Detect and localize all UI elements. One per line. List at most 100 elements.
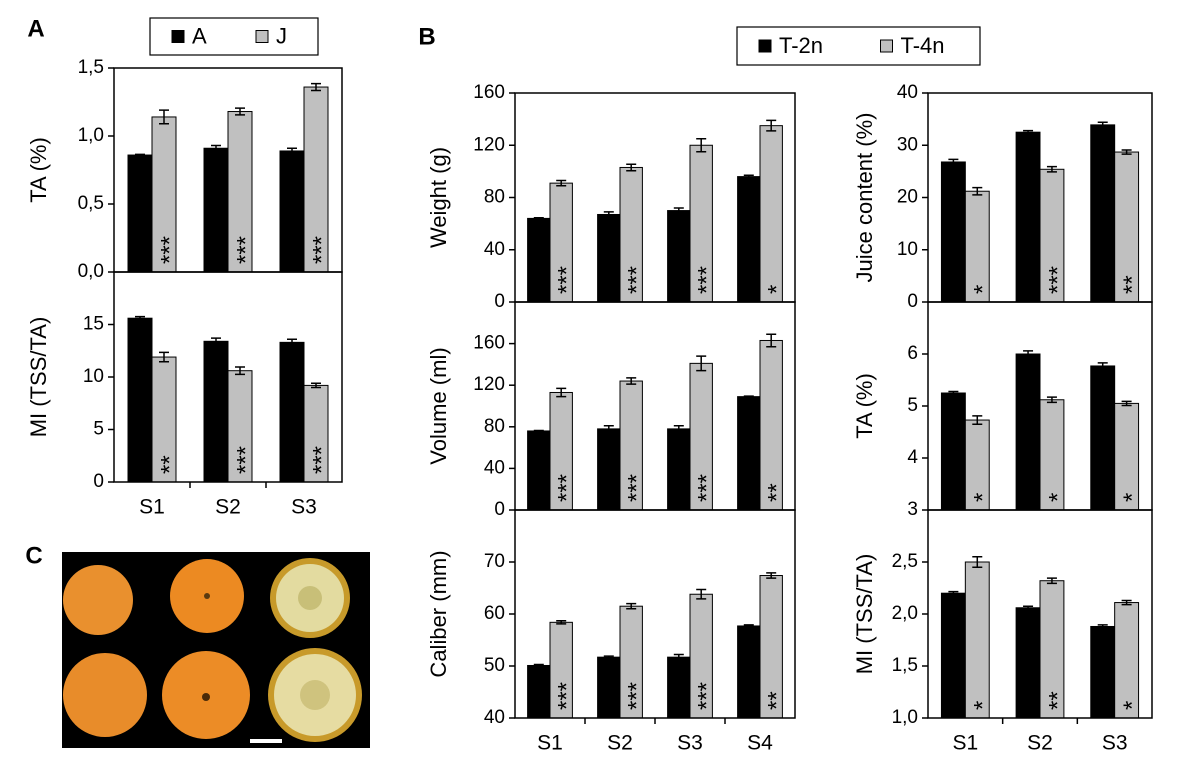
y-tick-label: 120	[473, 134, 505, 155]
x-tick-label: S1	[952, 732, 978, 755]
bar: A	[203, 147, 229, 273]
significance: ***	[624, 474, 651, 502]
significance: **	[764, 691, 791, 710]
error-bar	[211, 337, 221, 346]
bar: J	[151, 116, 177, 273]
error-bar	[766, 333, 777, 348]
bar: T-2n	[667, 210, 691, 303]
legend-label: T-2n	[779, 33, 823, 58]
legend-label: J	[276, 23, 287, 48]
error-bar	[972, 415, 983, 425]
y-tick-label: 4	[907, 447, 918, 468]
legend-swatch	[880, 39, 893, 53]
y-axis-title: TA (%)	[852, 373, 877, 439]
error-bar	[626, 377, 637, 385]
y-tick-label: 2,0	[892, 603, 918, 624]
significance: ***	[308, 236, 335, 264]
bar: A	[279, 150, 305, 273]
error-bar	[696, 588, 707, 600]
bar: T-2n	[597, 656, 621, 719]
legend-swatch	[255, 30, 269, 43]
error-bar	[1046, 396, 1057, 404]
bar: T-2n	[527, 217, 551, 303]
significance: *	[970, 493, 997, 502]
error-bar	[673, 653, 684, 661]
y-tick-label: 160	[473, 82, 505, 103]
bar: J	[303, 86, 329, 273]
y-tick-label: 1,5	[78, 57, 104, 78]
significance: ***	[554, 266, 581, 294]
significance: ***	[156, 236, 183, 264]
error-bar	[1046, 165, 1057, 173]
error-bar	[603, 211, 614, 218]
error-bar	[1023, 350, 1034, 358]
error-bar	[556, 620, 567, 625]
error-bar	[1046, 577, 1057, 585]
error-bar	[673, 425, 684, 433]
error-bar	[1121, 599, 1132, 606]
significance: ***	[694, 474, 721, 502]
y-tick-label: 0	[907, 291, 918, 312]
bar: T-2n	[737, 176, 761, 303]
significance: **	[764, 483, 791, 502]
y-tick-label: 160	[473, 333, 505, 354]
error-bar	[311, 82, 321, 92]
y-axis-title: MI (TSS/TA)	[26, 317, 51, 438]
error-bar	[235, 107, 245, 116]
bar: T-2n	[1015, 131, 1041, 303]
x-tick-label: S3	[1102, 732, 1128, 755]
bar: T-2n	[940, 592, 966, 719]
y-tick-label: 5	[93, 419, 104, 440]
y-tick-label: 10	[897, 239, 918, 260]
y-tick-label: 40	[897, 82, 918, 103]
significance: *	[1119, 493, 1146, 502]
y-axis-title: Juice content (%)	[852, 113, 877, 283]
error-bar	[533, 216, 544, 220]
panel-label: A	[27, 15, 44, 42]
x-tick-label: S4	[747, 732, 773, 755]
bar: J	[151, 356, 177, 483]
error-bar	[948, 158, 959, 166]
significance: ***	[694, 266, 721, 294]
error-bar	[1097, 121, 1108, 129]
error-bar	[743, 624, 754, 628]
y-axis-title: MI (TSS/TA)	[852, 554, 877, 675]
bar: T-2n	[1090, 124, 1116, 303]
significance: ***	[694, 682, 721, 710]
x-tick-label: S3	[291, 496, 317, 519]
bar: T-2n	[737, 396, 761, 511]
legend-swatch	[171, 30, 185, 43]
bar: T-2n	[527, 430, 551, 511]
significance: *	[764, 285, 791, 294]
error-bar	[972, 186, 983, 196]
error-bar	[556, 179, 567, 187]
bar: T-2n	[667, 656, 691, 719]
y-tick-label: 0	[494, 499, 505, 520]
error-bar	[603, 425, 614, 433]
y-tick-label: 1,0	[78, 125, 104, 146]
error-bar	[1121, 400, 1132, 407]
significance: **	[1044, 691, 1071, 710]
significance: ***	[624, 682, 651, 710]
bar: T-2n	[1015, 353, 1041, 511]
significance: ***	[308, 446, 335, 474]
error-bar	[1097, 624, 1108, 629]
error-bar	[603, 655, 614, 659]
bar: T-2n	[1090, 625, 1116, 719]
error-bar	[135, 315, 145, 321]
significance: *	[970, 285, 997, 294]
y-tick-label: 70	[484, 551, 505, 572]
y-tick-label: 15	[83, 314, 104, 335]
y-tick-label: 5	[907, 395, 918, 416]
error-bar	[533, 429, 544, 433]
y-tick-label: 120	[473, 374, 505, 395]
y-tick-label: 40	[484, 239, 505, 260]
significance: ***	[554, 474, 581, 502]
bar: T-2n	[1090, 365, 1116, 511]
fruit-photo	[62, 552, 370, 748]
error-bar	[673, 207, 684, 214]
error-bar	[287, 338, 297, 347]
y-tick-label: 80	[484, 187, 505, 208]
y-tick-label: 0	[93, 471, 104, 492]
